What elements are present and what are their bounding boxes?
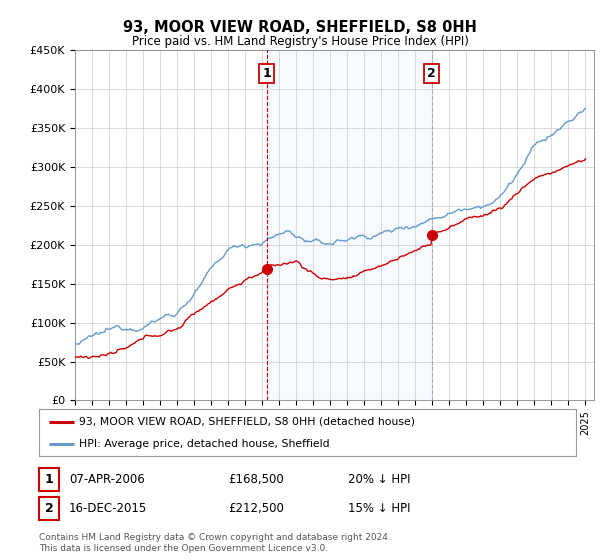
Bar	[267, 50, 431, 400]
Text: £212,500: £212,500	[228, 502, 284, 515]
Text: 93, MOOR VIEW ROAD, SHEFFIELD, S8 0HH (detached house): 93, MOOR VIEW ROAD, SHEFFIELD, S8 0HH (d…	[79, 417, 415, 427]
Text: £168,500: £168,500	[228, 473, 284, 486]
Text: 20% ↓ HPI: 20% ↓ HPI	[348, 473, 410, 486]
Text: 2: 2	[45, 502, 53, 515]
Text: 15% ↓ HPI: 15% ↓ HPI	[348, 502, 410, 515]
Text: 07-APR-2006: 07-APR-2006	[69, 473, 145, 486]
Text: 93, MOOR VIEW ROAD, SHEFFIELD, S8 0HH: 93, MOOR VIEW ROAD, SHEFFIELD, S8 0HH	[123, 20, 477, 35]
Text: 1: 1	[262, 67, 271, 80]
Text: 1: 1	[45, 473, 53, 486]
Text: HPI: Average price, detached house, Sheffield: HPI: Average price, detached house, Shef…	[79, 438, 330, 449]
Text: Price paid vs. HM Land Registry's House Price Index (HPI): Price paid vs. HM Land Registry's House …	[131, 35, 469, 48]
Text: 2: 2	[427, 67, 436, 80]
Text: 16-DEC-2015: 16-DEC-2015	[69, 502, 147, 515]
Text: Contains HM Land Registry data © Crown copyright and database right 2024.
This d: Contains HM Land Registry data © Crown c…	[39, 533, 391, 553]
